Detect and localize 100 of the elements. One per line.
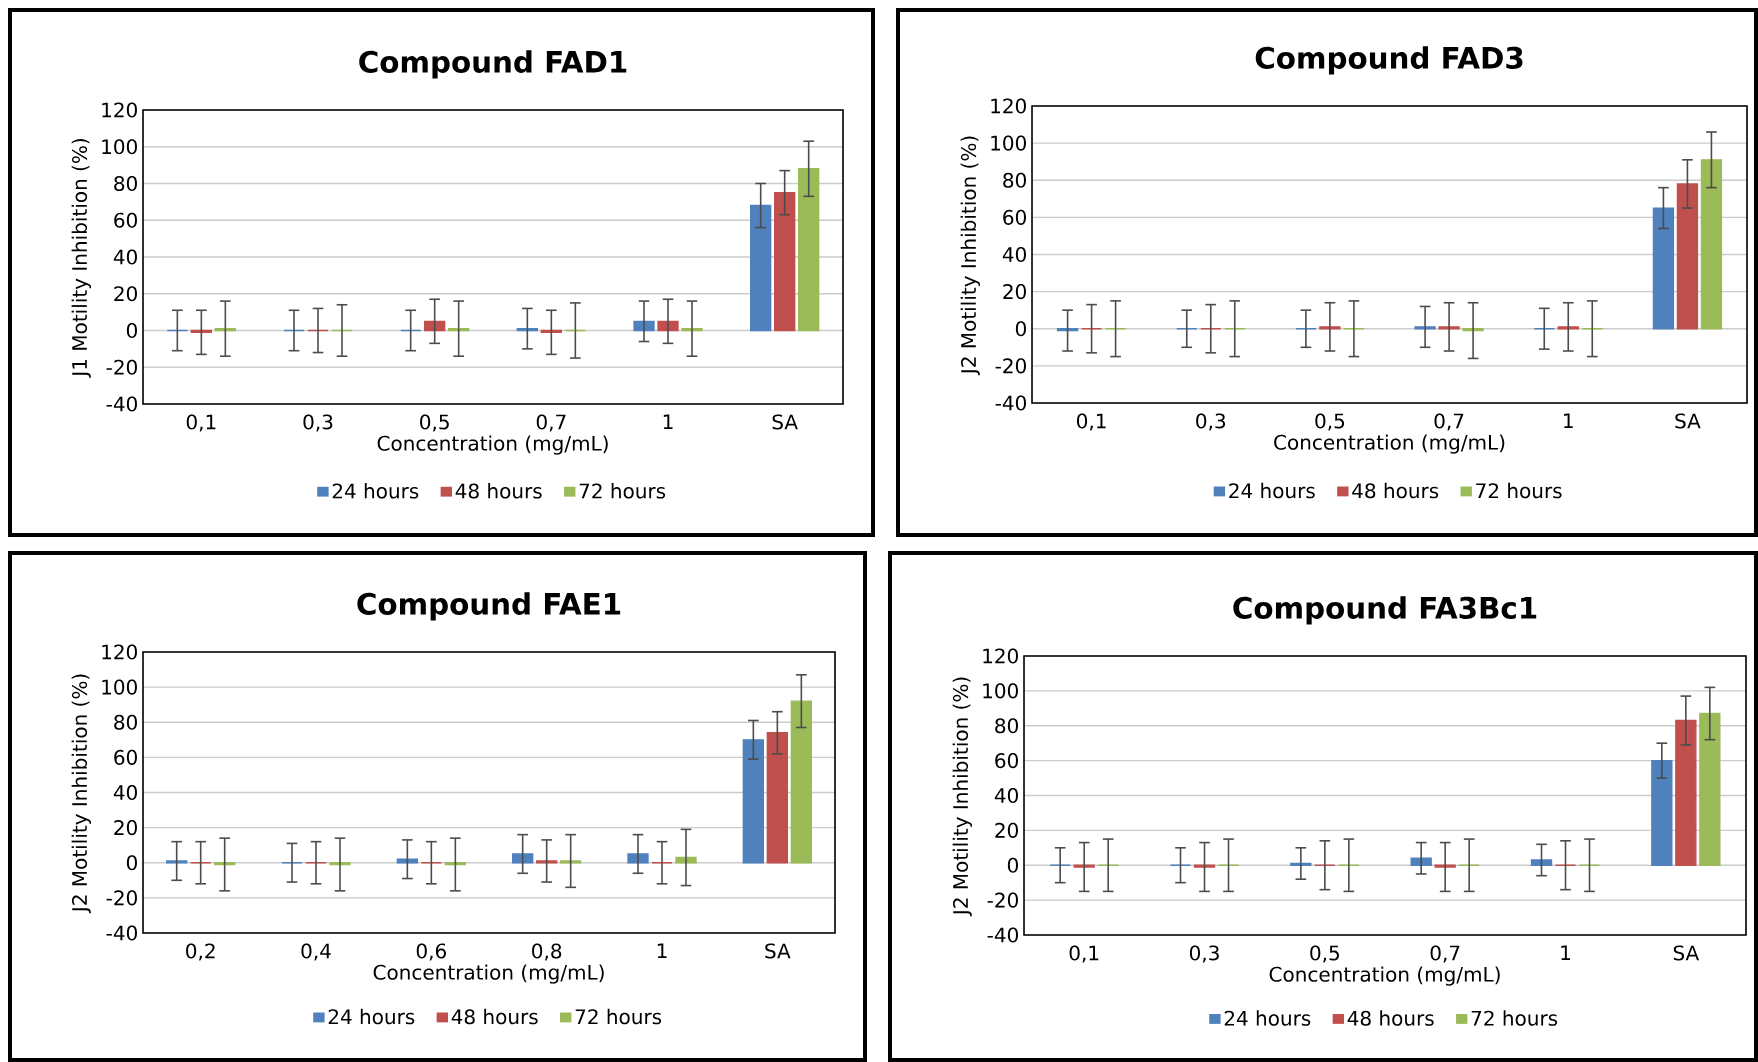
x-tick-label: SA <box>1673 945 1700 961</box>
x-tick-label: 0,7 <box>1434 413 1464 431</box>
y-tick-label: 40 <box>113 249 137 265</box>
legend-label: 72 hours <box>579 483 666 499</box>
x-tick-label: 0,3 <box>1189 945 1219 963</box>
x-tick-label: 1 <box>1564 413 1573 428</box>
x-tick-label: SA <box>765 943 791 959</box>
y-axis-title: J1 Motility Inhibition (%) <box>71 139 91 378</box>
chart-title: Compound FAE1 <box>357 592 621 621</box>
bar <box>512 853 534 864</box>
bar <box>1700 159 1723 330</box>
x-tick-label: 1 <box>1561 945 1571 960</box>
y-axis-title: J2 Motility Inhibition (%) <box>952 677 972 917</box>
x-tick-label: 0,1 <box>1077 413 1106 431</box>
y-tick-label: 20 <box>114 820 137 836</box>
x-tick-label: 0,7 <box>1430 945 1460 963</box>
bar <box>1651 759 1673 866</box>
y-tick-label: 80 <box>1003 172 1026 188</box>
bar <box>633 320 655 332</box>
y-tick-label: 0 <box>126 322 137 339</box>
x-tick-label: 0,6 <box>416 943 446 961</box>
x-axis-title: Concentration (mg/mL) <box>1269 966 1500 986</box>
chart-title: Compound FAD1 <box>359 50 627 79</box>
bar <box>657 320 679 332</box>
x-tick-label: SA <box>1675 413 1701 429</box>
y-tick-label: -20 <box>106 890 137 906</box>
legend-label: 24 hours <box>328 1008 415 1025</box>
y-tick-label: 40 <box>994 787 1018 804</box>
y-tick-label: -40 <box>995 395 1026 411</box>
chart-title: Compound FAD3 <box>1255 46 1523 75</box>
y-tick-label: 100 <box>983 683 1018 699</box>
bar <box>798 168 820 332</box>
x-tick-label: 0,3 <box>303 414 333 432</box>
y-tick-label: 60 <box>1003 209 1026 225</box>
bar <box>790 700 813 864</box>
y-tick-label: -20 <box>987 892 1018 908</box>
x-tick-label: 0,1 <box>186 414 216 432</box>
x-tick-label: SA <box>772 414 798 430</box>
legend-label: 72 hours <box>1471 1010 1558 1026</box>
legend-label: 72 hours <box>1476 482 1562 499</box>
y-tick-label: 40 <box>113 784 137 801</box>
bar <box>750 204 772 332</box>
y-tick-label: 100 <box>102 139 137 155</box>
x-tick-label: 0,2 <box>186 943 215 961</box>
chart-title: Compound FA3Bc1 <box>1233 596 1537 625</box>
legend-label: 24 hours <box>1229 482 1315 499</box>
x-tick-label: 0,5 <box>1315 413 1345 431</box>
bar <box>424 320 446 332</box>
bar <box>774 192 796 332</box>
y-axis-title: J2 Motility Inhibition (%) <box>71 674 91 914</box>
y-tick-label: 20 <box>114 286 137 302</box>
legend-label: 48 hours <box>1352 482 1439 499</box>
y-tick-label: 120 <box>991 98 1026 114</box>
legend-label: 24 hours <box>332 483 419 499</box>
legend-label: 24 hours <box>1224 1010 1311 1026</box>
x-tick-label: 0,7 <box>536 414 566 432</box>
legend-label: 48 hours <box>1347 1010 1434 1026</box>
bar <box>1676 183 1699 330</box>
x-axis-title: Concentration (mg/mL) <box>1274 434 1505 454</box>
bar <box>1530 859 1553 866</box>
y-tick-label: 100 <box>102 679 137 695</box>
y-tick-label: -40 <box>987 927 1018 943</box>
y-tick-label: 0 <box>126 855 137 871</box>
y-tick-label: 120 <box>102 644 137 660</box>
legend-label: 72 hours <box>575 1008 662 1025</box>
y-tick-label: -20 <box>995 358 1026 374</box>
y-tick-label: 80 <box>995 718 1018 734</box>
x-tick-label: 1 <box>663 414 673 429</box>
y-tick-label: 0 <box>1007 857 1018 873</box>
x-tick-label: 0,5 <box>1310 945 1339 963</box>
y-tick-label: 80 <box>114 175 137 192</box>
y-tick-label: -40 <box>106 396 137 412</box>
y-tick-label: 0 <box>1015 321 1026 337</box>
y-tick-label: 100 <box>991 135 1026 151</box>
bar <box>742 739 765 864</box>
y-tick-label: 60 <box>114 212 137 228</box>
y-tick-label: 60 <box>114 749 137 765</box>
bar <box>1699 712 1721 866</box>
legend-label: 48 hours <box>455 483 542 499</box>
x-tick-label: 0,1 <box>1069 945 1099 963</box>
y-tick-label: 20 <box>1003 284 1026 300</box>
x-axis-title: Concentration (mg/mL) <box>373 964 604 984</box>
bar <box>627 853 649 864</box>
x-tick-label: 0,3 <box>1196 413 1226 431</box>
x-tick-label: 1 <box>657 943 667 958</box>
y-tick-label: 80 <box>114 714 137 730</box>
y-tick-label: 120 <box>102 102 137 118</box>
x-tick-label: 0,4 <box>301 943 331 961</box>
bar <box>1675 719 1697 866</box>
bar <box>766 732 789 864</box>
y-tick-label: 40 <box>1002 246 1026 263</box>
bar <box>1652 207 1675 330</box>
y-axis-title: J2 Motility Inhibition (%) <box>960 136 980 376</box>
x-tick-label: 0,5 <box>420 414 449 432</box>
y-tick-label: 20 <box>995 822 1018 838</box>
y-tick-label: -20 <box>106 359 137 375</box>
legend-label: 48 hours <box>451 1008 538 1025</box>
x-tick-label: 0,8 <box>532 943 562 961</box>
y-tick-label: 60 <box>995 753 1018 769</box>
y-tick-label: 120 <box>983 648 1018 664</box>
